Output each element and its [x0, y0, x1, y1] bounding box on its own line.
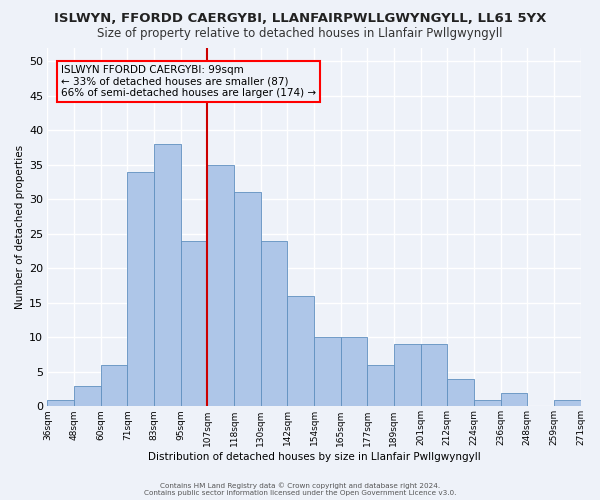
Bar — [474, 400, 500, 406]
Text: ISLWYN FFORDD CAERGYBI: 99sqm
← 33% of detached houses are smaller (87)
66% of s: ISLWYN FFORDD CAERGYBI: 99sqm ← 33% of d… — [61, 65, 316, 98]
Y-axis label: Number of detached properties: Number of detached properties — [15, 145, 25, 309]
Text: Contains HM Land Registry data © Crown copyright and database right 2024.: Contains HM Land Registry data © Crown c… — [160, 482, 440, 489]
Bar — [154, 144, 181, 406]
Bar — [101, 365, 127, 406]
Bar — [234, 192, 260, 406]
Bar — [500, 392, 527, 406]
Bar — [74, 386, 101, 406]
X-axis label: Distribution of detached houses by size in Llanfair Pwllgwyngyll: Distribution of detached houses by size … — [148, 452, 481, 462]
Bar — [554, 400, 581, 406]
Bar — [341, 338, 367, 406]
Bar — [287, 296, 314, 406]
Bar — [127, 172, 154, 406]
Bar — [47, 400, 74, 406]
Bar — [367, 365, 394, 406]
Text: ISLWYN, FFORDD CAERGYBI, LLANFAIRPWLLGWYNGYLL, LL61 5YX: ISLWYN, FFORDD CAERGYBI, LLANFAIRPWLLGWY… — [54, 12, 546, 26]
Bar — [181, 241, 208, 406]
Bar — [447, 379, 474, 406]
Bar — [314, 338, 341, 406]
Bar — [208, 165, 234, 406]
Bar — [421, 344, 447, 406]
Text: Size of property relative to detached houses in Llanfair Pwllgwyngyll: Size of property relative to detached ho… — [97, 28, 503, 40]
Bar — [394, 344, 421, 406]
Bar — [260, 241, 287, 406]
Text: Contains public sector information licensed under the Open Government Licence v3: Contains public sector information licen… — [144, 490, 456, 496]
